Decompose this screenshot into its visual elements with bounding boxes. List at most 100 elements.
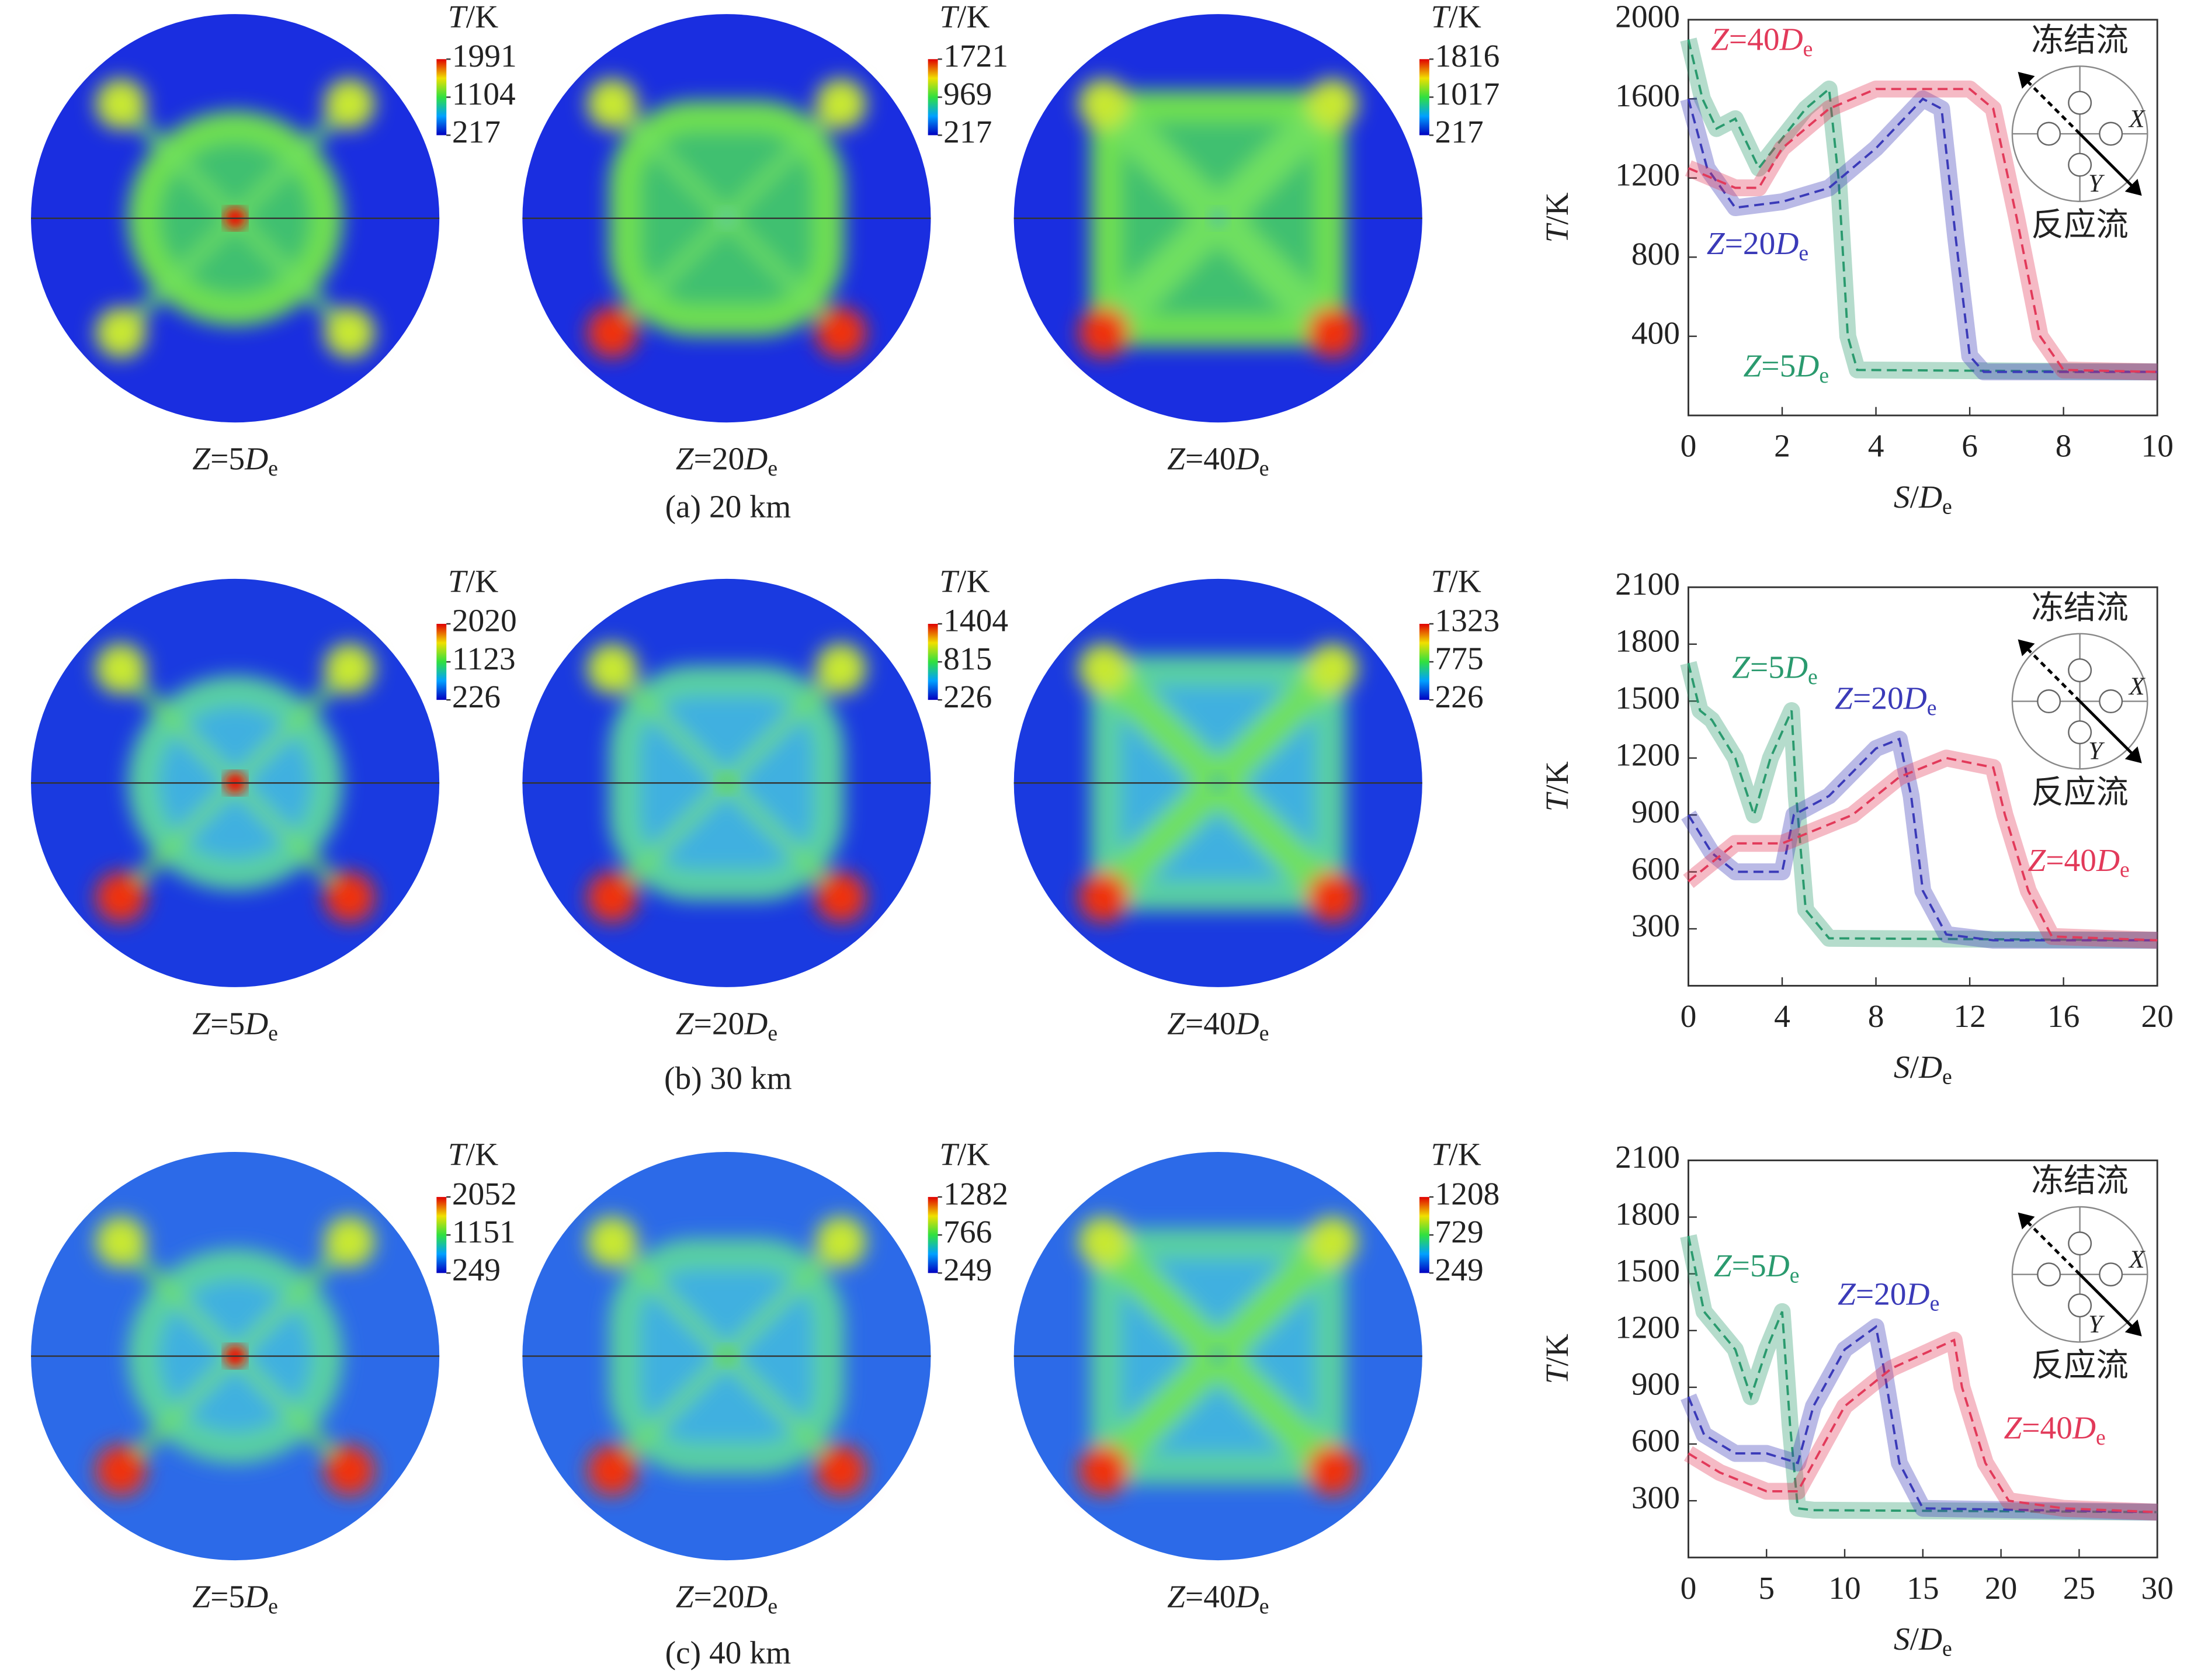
colorbar-title: T/K — [1431, 563, 1481, 599]
text-run: K — [475, 563, 498, 599]
temperature-map — [1013, 578, 1422, 987]
colorbar-tick-label: 226 — [452, 679, 501, 714]
text-run: D — [1918, 479, 1942, 515]
map-blob — [815, 872, 867, 923]
series-label: Z=20De — [1835, 680, 1936, 720]
text-run: = — [210, 1005, 228, 1041]
text-run: T — [1431, 0, 1452, 34]
panel-caption: (a) 20 km — [665, 488, 791, 524]
series-line — [1688, 756, 2158, 942]
text-run: K — [475, 1136, 498, 1172]
text-run: = — [694, 1578, 712, 1614]
inset-x-label: X — [2128, 672, 2145, 700]
text-run: K — [475, 0, 498, 34]
text-run: Z — [192, 1578, 211, 1614]
map-arm — [723, 214, 845, 337]
map-arm — [117, 1352, 239, 1475]
colorbar-tick-label: 217 — [452, 114, 501, 150]
x-axis-label: S/De — [1894, 479, 1952, 519]
y-axis-label: T/K — [1539, 1334, 1575, 1384]
y-tick-label: 2000 — [1615, 0, 1680, 34]
inset-diagram — [2011, 65, 2148, 202]
map-label: Z=40De — [1167, 440, 1269, 480]
text-run: 0 — [728, 1578, 745, 1614]
map-blob — [95, 872, 147, 923]
y-tick-label: 1500 — [1615, 680, 1680, 716]
text-run: / — [957, 563, 967, 599]
text-run: Z — [1838, 1276, 1856, 1311]
text-run: / — [1449, 0, 1458, 34]
map-arm — [608, 1237, 731, 1360]
colorbar-tick-label: 1123 — [452, 641, 516, 676]
map-arm — [1091, 655, 1231, 796]
text-run: e — [1942, 1064, 1952, 1089]
x-tick-label: 30 — [2141, 1570, 2173, 1606]
text-run: S — [1894, 479, 1910, 515]
temperature-map — [522, 14, 931, 423]
text-run: e — [1259, 456, 1269, 481]
map-arm — [117, 100, 239, 223]
y-tick-label: 2100 — [1615, 1139, 1680, 1175]
text-run: 4 — [2064, 842, 2081, 877]
colorbar-tick-label: 729 — [1435, 1214, 1484, 1249]
x-tick-label: 2 — [1774, 428, 1790, 464]
inset-bottom-label: 反应流 — [2031, 206, 2128, 244]
text-run: D — [1235, 440, 1259, 476]
x-tick-label: 20 — [1985, 1570, 2017, 1606]
series-label: Z=5De — [1714, 1248, 1800, 1287]
text-run: e — [1259, 1594, 1269, 1619]
text-run: D — [244, 440, 268, 476]
inset-nozzle — [2037, 122, 2061, 146]
y-tick-label: 600 — [1631, 1423, 1680, 1459]
text-run: T — [1539, 792, 1575, 812]
text-run: T — [448, 0, 468, 34]
text-run: 0 — [728, 1005, 745, 1041]
text-run: 5 — [1780, 348, 1796, 383]
map-arm — [608, 1352, 731, 1475]
inset-nozzle — [2099, 689, 2123, 714]
colorbar — [1419, 623, 1429, 700]
map-arm — [1091, 1343, 1231, 1484]
series-line — [1687, 97, 2158, 373]
series-label: Z=40De — [1711, 21, 1813, 61]
map-arm — [723, 100, 845, 223]
colorbar-tick-label: 1017 — [1435, 76, 1500, 112]
colorbar — [436, 59, 447, 136]
inset-nozzle — [2068, 152, 2092, 177]
text-run: 4 — [2040, 1410, 2057, 1445]
map-blob — [324, 307, 375, 358]
text-run: D — [1784, 649, 1808, 685]
colorbar-tick-label: 815 — [943, 641, 992, 676]
text-run: D — [1903, 680, 1927, 716]
inset-y-label: Y — [2088, 169, 2105, 197]
colorbar — [436, 1197, 447, 1273]
text-run: Z — [1167, 1578, 1186, 1614]
map-blob — [1078, 78, 1129, 130]
text-run: = — [694, 1005, 712, 1041]
colorbar-tick-label: 1208 — [1435, 1176, 1500, 1212]
text-run: D — [244, 1005, 268, 1041]
plot-frame — [1688, 586, 2158, 987]
inset-arrow-react — [2078, 700, 2137, 759]
map-blob — [1307, 1216, 1358, 1268]
temperature-map — [522, 578, 931, 987]
colorbar — [1419, 1197, 1429, 1273]
text-run: / — [466, 1136, 475, 1172]
map-blob — [1307, 1445, 1358, 1496]
text-run: 2 — [712, 1005, 728, 1041]
text-run: 0 — [2056, 1410, 2072, 1445]
colorbar-tick-label: 1104 — [452, 76, 516, 112]
map-arm — [1205, 91, 1346, 231]
text-run: D — [2096, 842, 2120, 877]
temperature-map — [31, 1151, 440, 1561]
text-run: e — [2096, 1425, 2106, 1449]
series-label: Z=40De — [2028, 842, 2129, 881]
map-label: Z=5De — [192, 440, 278, 480]
text-run: / — [1910, 1621, 1919, 1657]
map-arm — [117, 779, 239, 901]
map-blob — [1078, 872, 1129, 923]
text-run: Z — [676, 1005, 695, 1041]
text-run: 4 — [1203, 1578, 1220, 1614]
text-run: / — [957, 0, 967, 34]
